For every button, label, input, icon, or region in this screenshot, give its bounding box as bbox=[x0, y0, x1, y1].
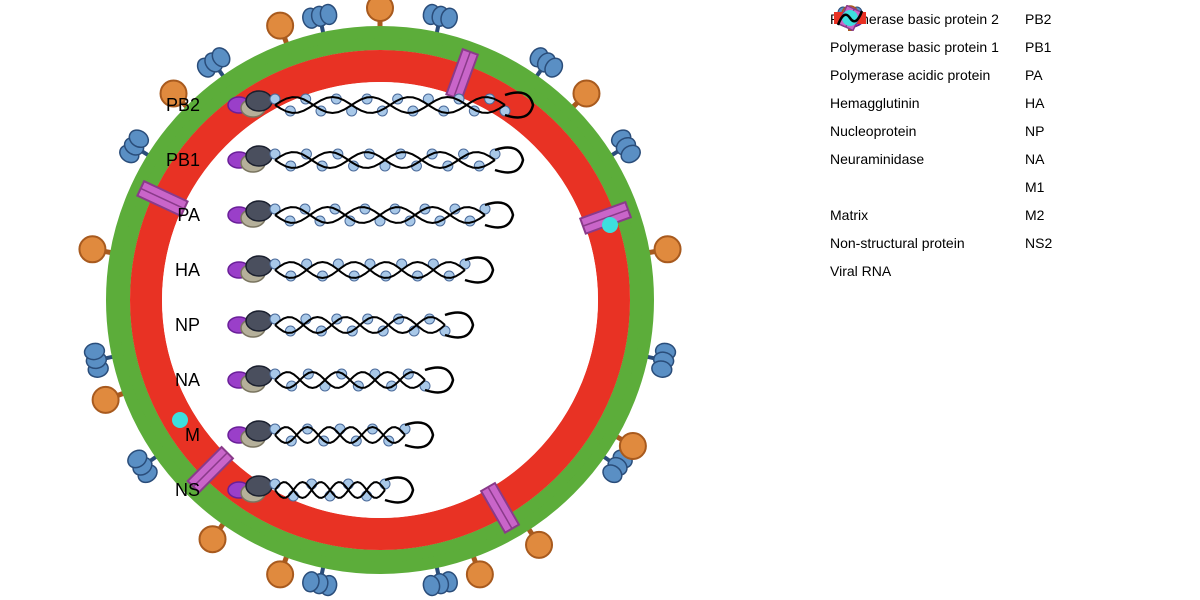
legend-row: MatrixM2 bbox=[830, 201, 1125, 229]
segment-label: NS bbox=[175, 480, 200, 500]
legend-abbr: PA bbox=[1025, 67, 1075, 83]
legend-name: Hemagglutinin bbox=[830, 95, 1025, 111]
legend-abbr: M2 bbox=[1025, 207, 1075, 223]
legend-abbr: PB1 bbox=[1025, 39, 1075, 55]
virion-diagram: PB2 PB1 PA HA NP NA M NS bbox=[0, 0, 800, 600]
segment-label: PA bbox=[177, 205, 200, 225]
legend-name: Polymerase acidic protein bbox=[830, 67, 1025, 83]
legend-abbr: PB2 bbox=[1025, 11, 1075, 27]
legend-abbr: NS2 bbox=[1025, 235, 1075, 251]
segment-label: M bbox=[185, 425, 200, 445]
segment-label: PB2 bbox=[166, 95, 200, 115]
legend-row: Polymerase acidic proteinPA bbox=[830, 61, 1125, 89]
segment-label: HA bbox=[175, 260, 200, 280]
legend: Polymerase basic protein 2PB2Polymerase … bbox=[830, 5, 1125, 285]
legend-name: Nucleoprotein bbox=[830, 123, 1025, 139]
segment-label: NP bbox=[175, 315, 200, 335]
segment-label: NA bbox=[175, 370, 200, 390]
legend-abbr: HA bbox=[1025, 95, 1075, 111]
legend-row: M1 bbox=[830, 173, 1125, 201]
legend-row: Polymerase basic protein 2PB2 bbox=[830, 5, 1125, 33]
viral-rna-icon bbox=[830, 5, 870, 31]
legend-row: Viral RNA bbox=[830, 257, 1125, 285]
legend-abbr: NP bbox=[1025, 123, 1075, 139]
segment-label: PB1 bbox=[166, 150, 200, 170]
legend-row: Non-structural proteinNS2 bbox=[830, 229, 1125, 257]
legend-row: NeuraminidaseNA bbox=[830, 145, 1125, 173]
legend-row: NucleoproteinNP bbox=[830, 117, 1125, 145]
ns2-icon bbox=[602, 217, 618, 233]
legend-name: Polymerase basic protein 1 bbox=[830, 39, 1025, 55]
legend-name: Viral RNA bbox=[830, 263, 1025, 279]
legend-abbr: NA bbox=[1025, 151, 1075, 167]
legend-abbr: M1 bbox=[1025, 179, 1075, 195]
legend-row: Polymerase basic protein 1PB1 bbox=[830, 33, 1125, 61]
legend-name: Matrix bbox=[830, 207, 1025, 223]
legend-name: Non-structural protein bbox=[830, 235, 1025, 251]
legend-row: HemagglutininHA bbox=[830, 89, 1125, 117]
legend-name: Neuraminidase bbox=[830, 151, 1025, 167]
